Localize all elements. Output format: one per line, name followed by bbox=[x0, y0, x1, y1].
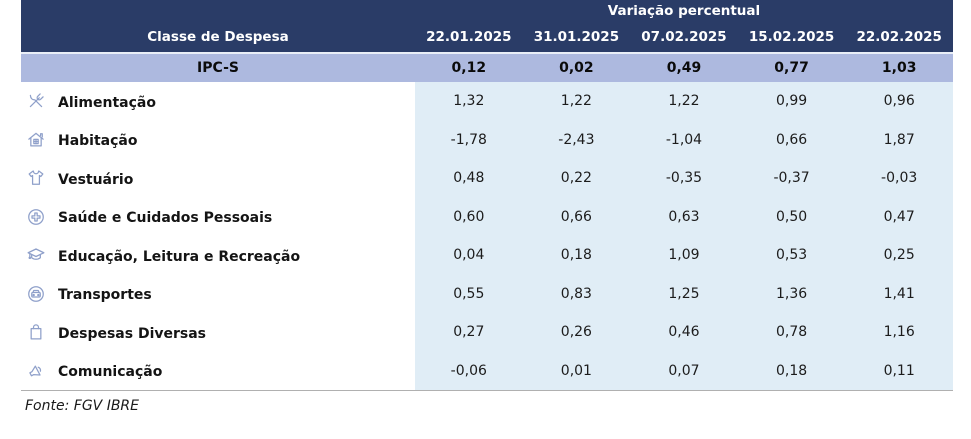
column-header-date: 22.01.2025 bbox=[426, 29, 512, 45]
column-header-date: 31.01.2025 bbox=[533, 29, 620, 45]
table-row: Alimentação 1,32 1,22 1,22 0,99 0,96 bbox=[21, 82, 953, 121]
ipcs-value: 0,77 bbox=[774, 60, 809, 76]
row-label: Habitação bbox=[58, 133, 138, 150]
ipcs-summary-row: IPC-S 0,12 0,02 0,49 0,77 1,03 bbox=[21, 52, 953, 82]
row-value: 0,55 bbox=[415, 274, 523, 313]
row-value: 0,50 bbox=[737, 197, 846, 236]
row-value: 1,36 bbox=[737, 274, 846, 313]
ipcs-value: 1,03 bbox=[881, 60, 917, 76]
row-value: 0,11 bbox=[845, 351, 953, 390]
ipcs-variation-table: Variação percentual Classe de Despesa 22… bbox=[21, 0, 953, 391]
row-value: 0,53 bbox=[737, 236, 846, 275]
utensils-icon bbox=[26, 91, 46, 111]
row-value: 0,26 bbox=[522, 313, 631, 352]
row-label: Alimentação bbox=[58, 94, 156, 111]
row-value: 0,66 bbox=[522, 197, 631, 236]
row-value: -1,78 bbox=[415, 120, 523, 159]
row-value: -0,35 bbox=[630, 159, 738, 198]
car-icon bbox=[26, 284, 46, 304]
column-header-row: Classe de Despesa 22.01.2025 31.01.2025 … bbox=[21, 22, 953, 52]
graduation-cap-icon bbox=[26, 245, 46, 265]
row-value: 1,41 bbox=[845, 274, 953, 313]
table-row: Saúde e Cuidados Pessoais 0,60 0,66 0,63… bbox=[21, 197, 953, 236]
row-label: Comunicação bbox=[58, 364, 163, 381]
table-row: Habitação -1,78 -2,43 -1,04 0,66 1,87 bbox=[21, 120, 953, 159]
row-value: 0,22 bbox=[522, 159, 631, 198]
row-value: 0,78 bbox=[737, 313, 846, 352]
row-value: 0,07 bbox=[630, 351, 738, 390]
row-value: 0,27 bbox=[415, 313, 523, 352]
row-value: 0,46 bbox=[630, 313, 738, 352]
row-label: Saúde e Cuidados Pessoais bbox=[58, 210, 273, 227]
row-value: 1,16 bbox=[845, 313, 953, 352]
column-header-date: 07.02.2025 bbox=[641, 29, 727, 45]
variation-header-label: Variação percentual bbox=[607, 3, 761, 19]
row-value: 0,66 bbox=[737, 120, 846, 159]
row-value: 1,09 bbox=[630, 236, 738, 275]
row-value: 0,01 bbox=[522, 351, 631, 390]
variation-header-row: Variação percentual bbox=[21, 0, 953, 22]
megaphone-icon bbox=[26, 361, 46, 381]
row-value: -0,03 bbox=[845, 159, 953, 198]
table-row: Vestuário 0,48 0,22 -0,35 -0,37 -0,03 bbox=[21, 159, 953, 198]
ipcs-value: 0,49 bbox=[666, 60, 702, 76]
health-cross-icon bbox=[26, 207, 46, 227]
table-row: Transportes 0,55 0,83 1,25 1,36 1,41 bbox=[21, 274, 953, 313]
column-header-date: 15.02.2025 bbox=[748, 29, 835, 45]
row-label: Vestuário bbox=[58, 171, 134, 188]
row-value: 1,22 bbox=[630, 82, 738, 121]
row-value: 1,87 bbox=[845, 120, 953, 159]
column-header-class: Classe de Despesa bbox=[147, 29, 289, 45]
table-row: Comunicação -0,06 0,01 0,07 0,18 0,11 bbox=[21, 351, 953, 390]
table-row: Educação, Leitura e Recreação 0,04 0,18 … bbox=[21, 236, 953, 275]
tshirt-icon bbox=[26, 168, 46, 188]
table-body: Alimentação 1,32 1,22 1,22 0,99 0,96 Hab… bbox=[21, 82, 953, 391]
row-value: 0,48 bbox=[415, 159, 523, 198]
row-value: 0,83 bbox=[522, 274, 631, 313]
row-value: 0,47 bbox=[845, 197, 953, 236]
row-value: 0,25 bbox=[845, 236, 953, 275]
row-value: -0,37 bbox=[737, 159, 846, 198]
row-value: 1,32 bbox=[415, 82, 523, 121]
row-value: -0,06 bbox=[415, 351, 523, 390]
ipcs-value: 0,02 bbox=[559, 60, 594, 76]
table-row: Despesas Diversas 0,27 0,26 0,46 0,78 1,… bbox=[21, 313, 953, 352]
row-value: 0,60 bbox=[415, 197, 523, 236]
ipcs-value: 0,12 bbox=[451, 60, 487, 76]
column-header-date: 22.02.2025 bbox=[856, 29, 942, 45]
row-value: 0,63 bbox=[630, 197, 738, 236]
ipcs-label: IPC-S bbox=[197, 60, 239, 76]
row-value: 0,18 bbox=[737, 351, 846, 390]
row-value: 0,99 bbox=[737, 82, 846, 121]
row-value: 0,18 bbox=[522, 236, 631, 275]
house-icon bbox=[26, 130, 46, 150]
row-label: Educação, Leitura e Recreação bbox=[58, 248, 301, 265]
header-spacer bbox=[21, 0, 415, 22]
row-value: 0,04 bbox=[415, 236, 523, 275]
source-note: Fonte: FGV IBRE bbox=[25, 398, 139, 414]
shopping-bag-icon bbox=[26, 322, 46, 342]
row-value: -2,43 bbox=[522, 120, 631, 159]
row-label: Transportes bbox=[58, 287, 152, 304]
row-value: 0,96 bbox=[845, 82, 953, 121]
row-value: 1,25 bbox=[630, 274, 738, 313]
row-value: 1,22 bbox=[522, 82, 631, 121]
row-value: -1,04 bbox=[630, 120, 738, 159]
row-label: Despesas Diversas bbox=[58, 325, 207, 342]
